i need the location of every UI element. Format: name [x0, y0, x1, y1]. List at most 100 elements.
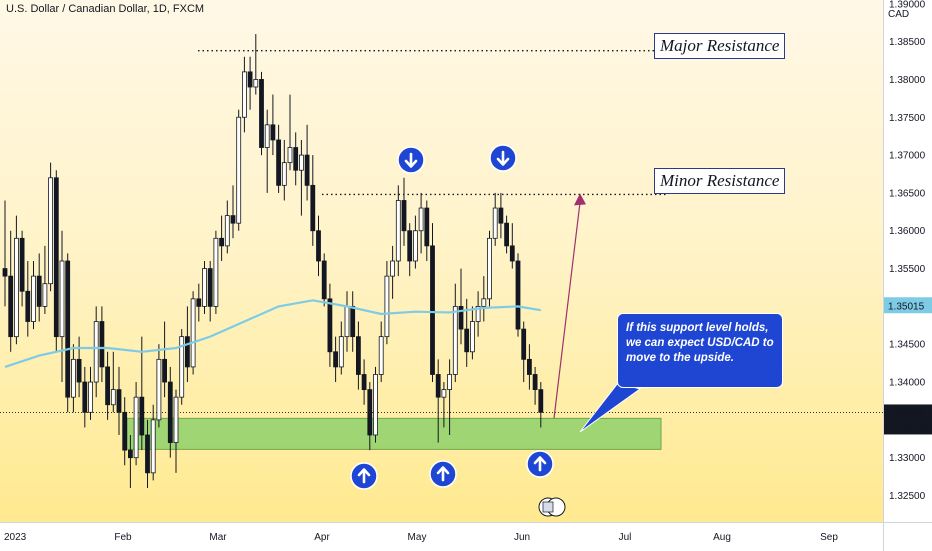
arrow-head — [357, 468, 371, 477]
event-icon[interactable] — [538, 497, 566, 517]
candle — [441, 382, 447, 428]
candle — [179, 329, 185, 405]
candle — [270, 94, 276, 156]
candle-body — [367, 389, 373, 436]
candle-body — [213, 237, 219, 307]
candle — [88, 366, 93, 420]
candle — [48, 162, 53, 292]
candle-body — [498, 207, 504, 224]
price-tick-label: 1.38500 — [889, 37, 926, 48]
axis-corner — [883, 522, 932, 551]
candle — [71, 344, 76, 413]
candle-body — [82, 381, 88, 413]
candle — [424, 200, 430, 261]
major-resistance-label: Major Resistance — [654, 33, 786, 59]
candle-body — [59, 260, 65, 338]
candle-body — [458, 305, 464, 330]
candle — [247, 56, 253, 110]
candle-body — [36, 275, 42, 307]
candle — [105, 351, 110, 420]
candle-body — [259, 79, 264, 148]
candle — [264, 109, 270, 193]
price-tick-label: 1.39000 — [889, 0, 926, 10]
time-tick-label: 2023 — [4, 532, 27, 543]
time-tick-label: Mar — [209, 532, 227, 543]
candle-body — [527, 358, 532, 375]
candle — [492, 192, 498, 246]
candle-body — [179, 336, 185, 398]
arrow-head — [496, 157, 510, 166]
arrow-head — [533, 456, 547, 465]
candle-body — [475, 305, 481, 322]
candle — [31, 261, 36, 330]
candle-body — [333, 351, 339, 368]
candle-body — [469, 321, 475, 353]
ma-price-tag — [884, 297, 932, 314]
candle — [435, 359, 441, 443]
time-tick-label: Apr — [314, 532, 330, 543]
candle-body — [127, 449, 133, 459]
candle — [162, 321, 168, 398]
candle-body — [509, 245, 515, 262]
candle — [139, 336, 145, 451]
symbol-title: U.S. Dollar / Canadian Dollar, 1D, FXCM — [6, 3, 205, 15]
last-price-tag — [884, 404, 932, 435]
time-tick-label: Sep — [820, 532, 838, 543]
candle — [412, 215, 418, 269]
candle-body — [99, 321, 105, 368]
candle — [521, 321, 527, 383]
candle — [321, 253, 327, 307]
candle-body — [150, 419, 156, 474]
candle-body — [447, 374, 453, 391]
candle — [230, 185, 236, 239]
candle — [65, 253, 71, 413]
time-tick-label: Jul — [619, 532, 632, 543]
price-tick-label: 1.32500 — [889, 491, 926, 502]
candle-body — [25, 290, 31, 322]
candle — [395, 185, 401, 277]
time-axis[interactable] — [0, 522, 883, 551]
candle — [93, 306, 99, 398]
candle — [116, 366, 122, 435]
projection-arrow-line — [553, 202, 581, 419]
candle-body — [19, 237, 25, 292]
candle — [213, 230, 219, 314]
price-tick-label: 1.33000 — [889, 453, 926, 464]
candle-body — [361, 374, 367, 391]
candle — [293, 132, 299, 186]
candle-body — [373, 374, 378, 436]
candle-body — [316, 230, 321, 262]
candle-body — [487, 237, 492, 300]
candle-body — [236, 116, 242, 224]
price-tick-label: 1.37500 — [889, 113, 926, 124]
minor-resistance-label: Minor Resistance — [654, 168, 786, 194]
event-flag — [542, 501, 554, 513]
price-tick-label: 1.35500 — [889, 264, 926, 275]
candle-body — [287, 147, 293, 164]
candle-body — [310, 184, 316, 232]
candle — [327, 283, 333, 367]
candle — [452, 283, 458, 383]
candle — [333, 336, 339, 383]
candle — [42, 245, 48, 314]
candle — [19, 230, 25, 307]
candle — [145, 419, 150, 488]
candle-body — [424, 207, 430, 247]
candle-body — [224, 215, 230, 247]
candle-body — [452, 305, 458, 375]
price-tick-label: 1.34000 — [889, 378, 926, 389]
candle-body — [31, 275, 36, 322]
price-axis[interactable] — [883, 0, 932, 522]
arrow-up-icon — [350, 462, 378, 490]
candle — [316, 215, 321, 277]
candle — [8, 230, 14, 352]
candle — [355, 321, 361, 390]
candle — [253, 34, 259, 95]
candle — [236, 109, 242, 231]
candle-body — [53, 177, 59, 338]
candle — [350, 291, 356, 352]
support-zone — [126, 417, 662, 450]
candle-body — [430, 245, 435, 375]
candle-body — [133, 396, 139, 459]
